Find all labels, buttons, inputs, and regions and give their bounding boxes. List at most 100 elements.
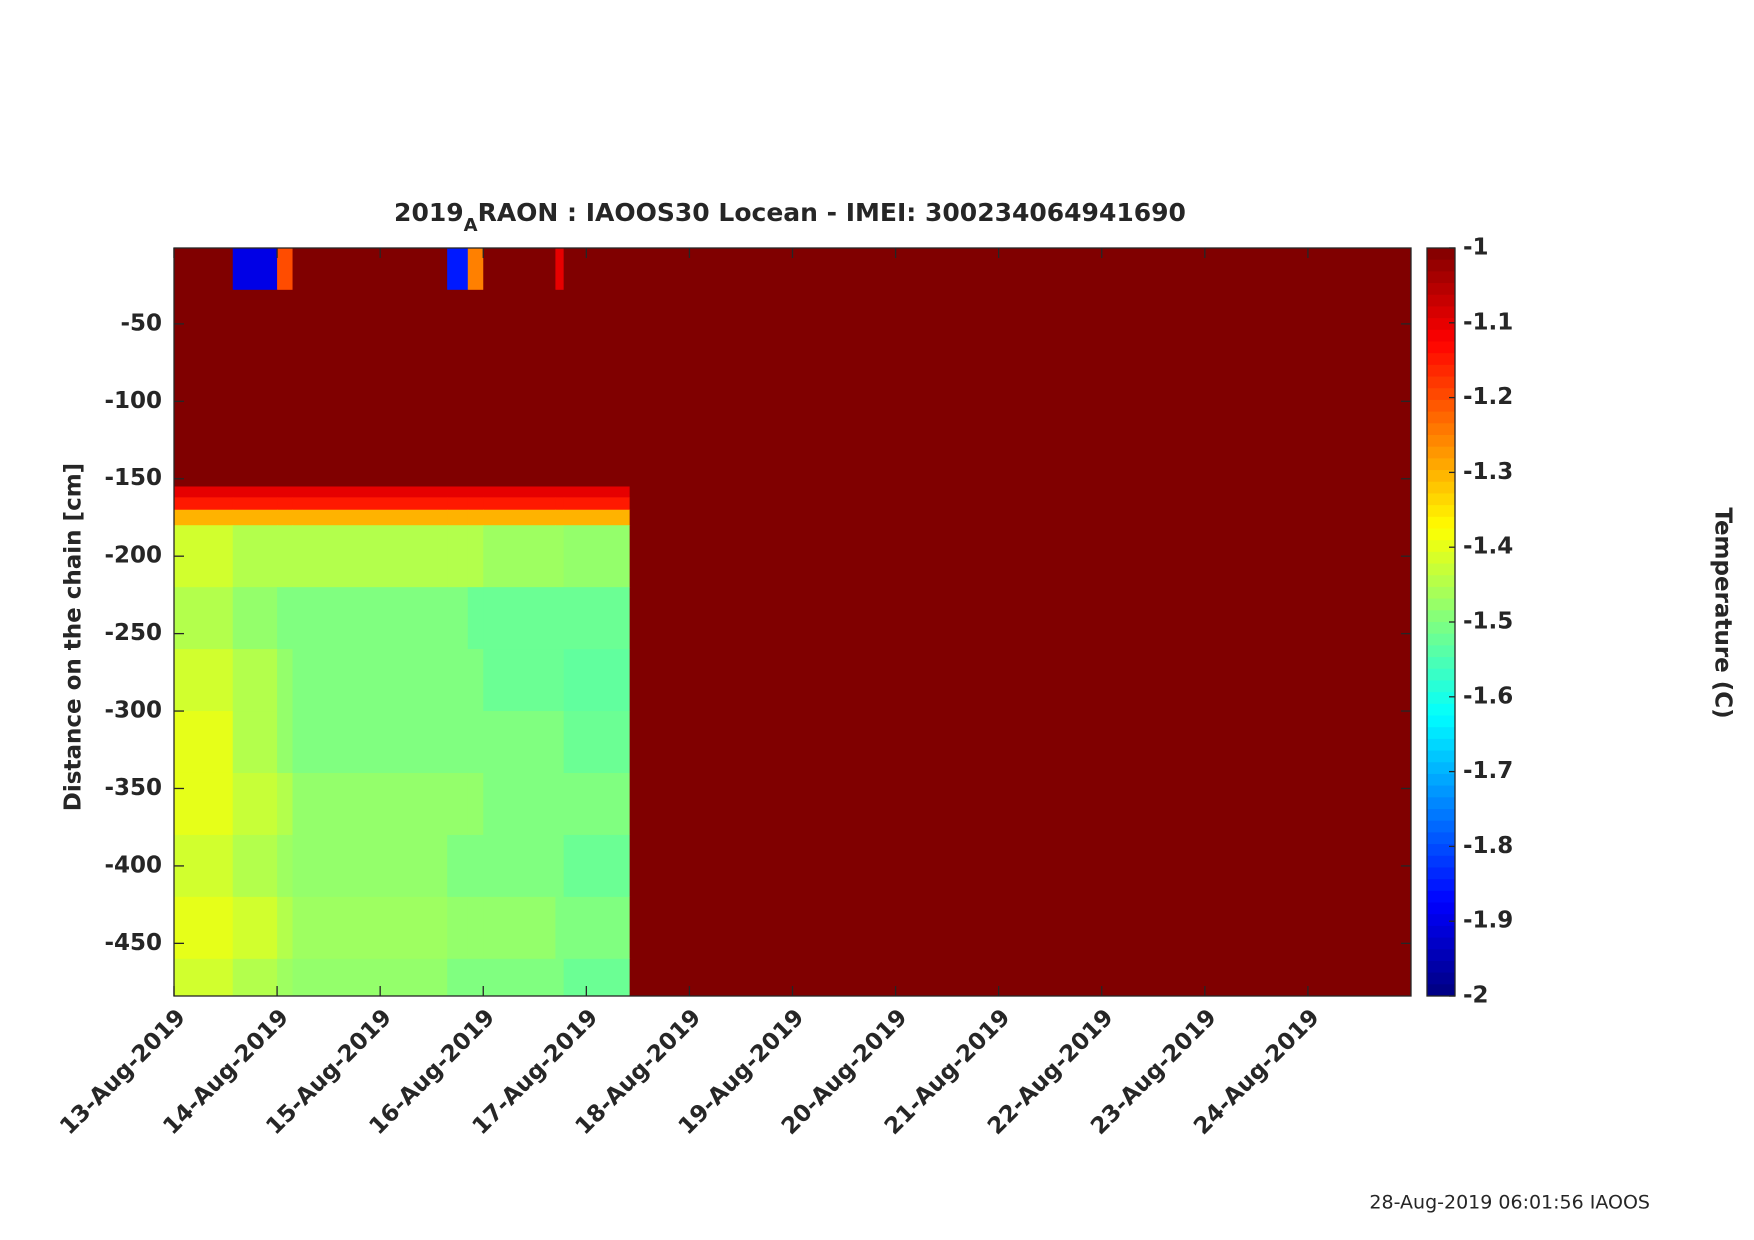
colorbar-swatch <box>1427 283 1455 296</box>
heatmap-cell <box>174 497 234 511</box>
heatmap-cell <box>277 587 294 650</box>
heatmap-cell <box>629 896 1412 960</box>
heatmap-cell <box>174 248 234 291</box>
colorbar-tick-label: -1.8 <box>1463 833 1513 859</box>
colorbar-swatch <box>1427 493 1455 506</box>
heatmap-cell <box>483 711 556 774</box>
heatmap-cell <box>629 289 1412 487</box>
title-main: 2019 <box>394 198 464 227</box>
heatmap-cell <box>277 486 294 498</box>
colorbar-tick-label: -1.3 <box>1463 459 1513 485</box>
colorbar-swatch <box>1427 668 1455 681</box>
colorbar-swatch <box>1427 844 1455 857</box>
colorbar-swatch <box>1427 680 1455 693</box>
heatmap-cell <box>563 649 631 712</box>
heatmap-cell <box>563 834 631 898</box>
heatmap-cell <box>292 486 448 498</box>
heatmap-cell <box>555 649 565 712</box>
heatmap-cell <box>447 289 469 487</box>
heatmap-cell <box>174 587 234 650</box>
heatmap-cell <box>232 525 278 588</box>
heatmap-cell <box>232 711 278 774</box>
heatmap-cell <box>277 834 294 898</box>
colorbar-swatch <box>1427 633 1455 646</box>
title-subscript: A <box>464 215 478 236</box>
colorbar-tick-label: -1.4 <box>1463 534 1513 560</box>
colorbar-swatch <box>1427 411 1455 424</box>
heatmap-cell <box>467 289 484 487</box>
heatmap-cell <box>555 834 565 898</box>
colorbar-swatch <box>1427 832 1455 845</box>
colorbar-swatch <box>1427 703 1455 716</box>
heatmap-cell <box>447 248 469 291</box>
heatmap-cell <box>467 509 484 526</box>
heatmap-cell <box>629 509 1412 526</box>
colorbar-tick-label: -1.7 <box>1463 758 1513 784</box>
heatmap-cell <box>174 649 234 712</box>
heatmap-cell <box>232 497 278 511</box>
colorbar-swatch <box>1427 750 1455 763</box>
heatmap-cell <box>277 509 294 526</box>
heatmap-cell <box>629 958 1412 997</box>
heatmap-cell <box>292 834 448 898</box>
heatmap-cell <box>563 772 631 836</box>
heatmap-cell <box>629 497 1412 511</box>
colorbar-swatch <box>1427 925 1455 939</box>
heatmap-cell <box>629 486 1412 498</box>
colorbar-tick-label: -2 <box>1463 983 1489 1009</box>
heatmap-cell <box>292 248 448 291</box>
heatmap-cell <box>174 896 234 960</box>
heatmap-cell <box>563 248 631 291</box>
y-tick-label: -250 <box>104 620 162 646</box>
heatmap-cell <box>277 289 294 487</box>
heatmap-cell <box>483 525 556 588</box>
heatmap-cell <box>483 896 556 960</box>
colorbar-swatch <box>1427 657 1455 670</box>
colorbar-swatch <box>1427 598 1455 611</box>
colorbar-swatch <box>1427 972 1455 985</box>
colorbar-swatch <box>1427 446 1455 459</box>
heatmap-cell <box>232 289 278 487</box>
heatmap-cell <box>555 289 565 487</box>
heatmap-cell <box>563 486 631 498</box>
heatmap-cell <box>629 649 1412 712</box>
colorbar-swatch <box>1427 586 1455 600</box>
heatmap-cell <box>467 772 484 836</box>
heatmap-cell <box>174 486 234 498</box>
heatmap-cell <box>277 772 294 836</box>
heatmap-cell <box>629 248 1412 291</box>
colorbar-swatch <box>1427 984 1455 997</box>
heatmap-cell <box>447 497 469 511</box>
colorbar-swatch <box>1427 259 1455 272</box>
heatmap-cell <box>483 649 556 712</box>
heatmap-cell <box>232 248 278 291</box>
colorbar-swatch <box>1427 645 1455 658</box>
colorbar-swatch <box>1427 949 1455 962</box>
heatmap-cell <box>232 486 278 498</box>
heatmap-cell <box>629 772 1412 836</box>
heatmap-cell <box>555 525 565 588</box>
heatmap-cell <box>277 958 294 997</box>
heatmap-cell <box>447 509 469 526</box>
colorbar-swatch <box>1427 820 1455 833</box>
heatmap-cell <box>292 587 448 650</box>
y-tick-label: -300 <box>104 698 162 724</box>
heatmap-cell <box>467 896 484 960</box>
heatmap-cell <box>467 497 484 511</box>
heatmap-cell <box>467 525 484 588</box>
colorbar-swatch <box>1427 458 1455 471</box>
heatmap-cell <box>483 587 556 650</box>
colorbar-swatch <box>1427 388 1455 401</box>
heatmap-cell <box>629 711 1412 774</box>
heatmap-cell <box>277 248 294 291</box>
heatmap-cell <box>563 525 631 588</box>
heatmap-cell <box>483 958 556 997</box>
y-tick-label: -400 <box>104 852 162 878</box>
y-tick-label: -450 <box>104 930 162 956</box>
heatmap-cell <box>555 711 565 774</box>
heatmap-cell <box>277 711 294 774</box>
colorbar-swatch <box>1427 879 1455 892</box>
heatmap-cell <box>447 649 469 712</box>
heatmap-cell <box>467 711 484 774</box>
colorbar-swatch <box>1427 727 1455 740</box>
